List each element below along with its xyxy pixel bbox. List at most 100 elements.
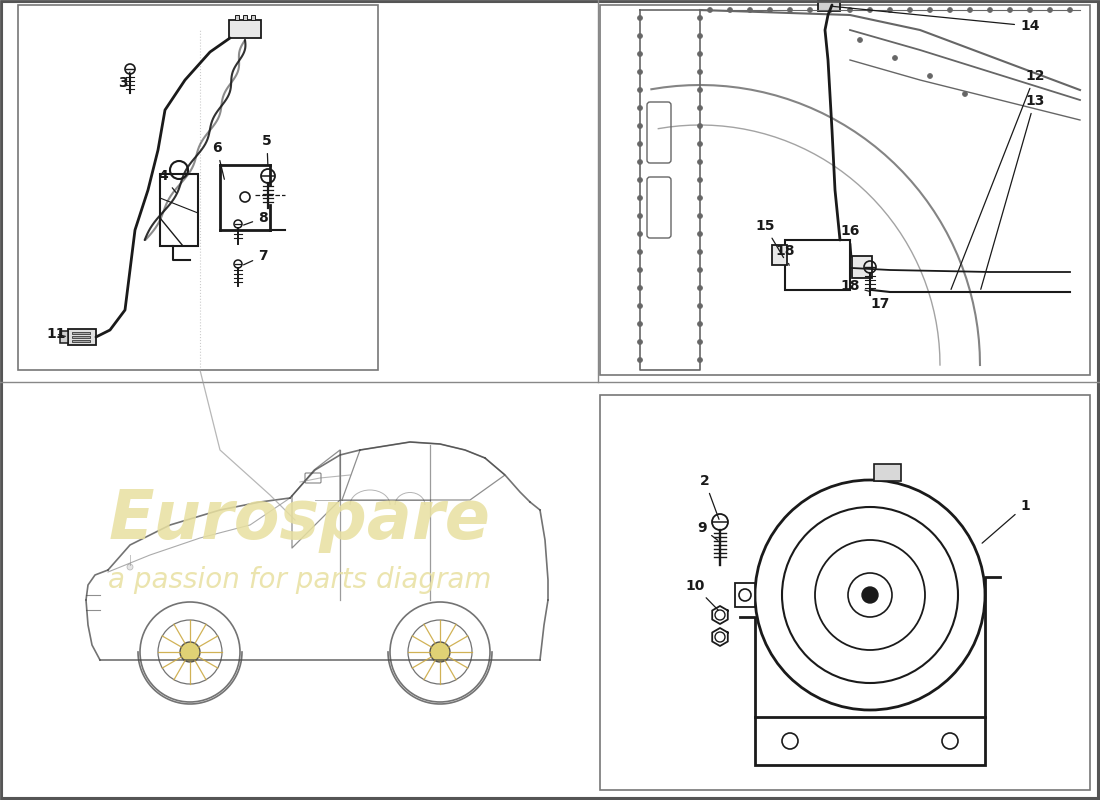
Circle shape [697,267,703,273]
Text: 7: 7 [243,249,267,265]
Circle shape [180,642,200,662]
FancyBboxPatch shape [68,329,96,345]
FancyBboxPatch shape [874,464,901,481]
Circle shape [1008,7,1012,13]
Bar [772,245,786,265]
Text: 10: 10 [685,579,718,610]
Circle shape [638,231,642,237]
Circle shape [697,250,703,254]
Circle shape [638,195,642,201]
Circle shape [638,214,642,218]
FancyBboxPatch shape [818,1,840,11]
Text: 11: 11 [46,327,66,341]
Circle shape [727,7,733,13]
Circle shape [962,91,968,97]
Text: 14: 14 [832,6,1040,33]
Bar [755,717,984,765]
Circle shape [697,358,703,362]
Circle shape [892,55,898,61]
Circle shape [868,7,872,13]
Bar [72,332,90,334]
Circle shape [638,15,642,21]
Circle shape [697,322,703,326]
Circle shape [968,7,972,13]
Circle shape [827,7,833,13]
Circle shape [697,214,703,218]
Text: 5: 5 [262,134,272,166]
Circle shape [638,142,642,146]
Circle shape [638,303,642,309]
Circle shape [807,7,813,13]
Circle shape [697,303,703,309]
Text: 18: 18 [840,279,869,293]
Circle shape [697,15,703,21]
Circle shape [638,70,642,74]
Circle shape [862,587,878,603]
Bar [72,336,90,338]
Circle shape [697,231,703,237]
Text: 8: 8 [243,211,267,225]
Bar [785,240,850,290]
Circle shape [697,142,703,146]
Bar [60,331,68,343]
Bar [735,583,755,607]
Circle shape [638,267,642,273]
Bar [72,340,90,342]
Bar [600,5,1090,375]
Circle shape [697,159,703,165]
Bar [852,256,872,278]
Text: 13: 13 [981,94,1044,290]
Text: 12: 12 [952,69,1045,290]
Circle shape [858,38,862,42]
Circle shape [638,358,642,362]
Bar [251,15,255,20]
Text: a passion for parts diagram: a passion for parts diagram [108,566,492,594]
Circle shape [927,74,933,78]
Circle shape [638,34,642,38]
Text: 4: 4 [158,169,176,193]
Circle shape [927,7,933,13]
Circle shape [697,339,703,345]
FancyBboxPatch shape [305,473,321,483]
Circle shape [847,7,852,13]
Circle shape [908,7,913,13]
Circle shape [697,123,703,129]
Circle shape [768,7,772,13]
Text: 16: 16 [840,224,859,258]
Circle shape [697,106,703,110]
Bar [235,15,239,20]
Circle shape [697,87,703,93]
Circle shape [697,178,703,182]
Circle shape [947,7,953,13]
Circle shape [1047,7,1053,13]
Circle shape [638,123,642,129]
Circle shape [638,250,642,254]
Circle shape [638,339,642,345]
Circle shape [697,70,703,74]
Text: Eurospare: Eurospare [109,487,491,553]
Circle shape [707,7,713,13]
Text: 2: 2 [700,474,719,519]
Circle shape [988,7,992,13]
Circle shape [748,7,752,13]
Circle shape [788,7,792,13]
Circle shape [638,178,642,182]
Circle shape [1067,7,1072,13]
Circle shape [638,106,642,110]
FancyBboxPatch shape [647,102,671,163]
Circle shape [638,51,642,57]
Circle shape [638,286,642,290]
Bar [243,15,248,20]
Text: 1: 1 [982,499,1030,543]
Text: 3: 3 [118,72,130,90]
Circle shape [430,642,450,662]
FancyBboxPatch shape [647,177,671,238]
Circle shape [697,195,703,201]
Text: 15: 15 [755,219,783,258]
Text: 17: 17 [870,292,890,311]
Bar [18,5,378,370]
FancyBboxPatch shape [229,20,261,38]
Circle shape [1027,7,1033,13]
Circle shape [697,51,703,57]
Circle shape [126,564,133,570]
